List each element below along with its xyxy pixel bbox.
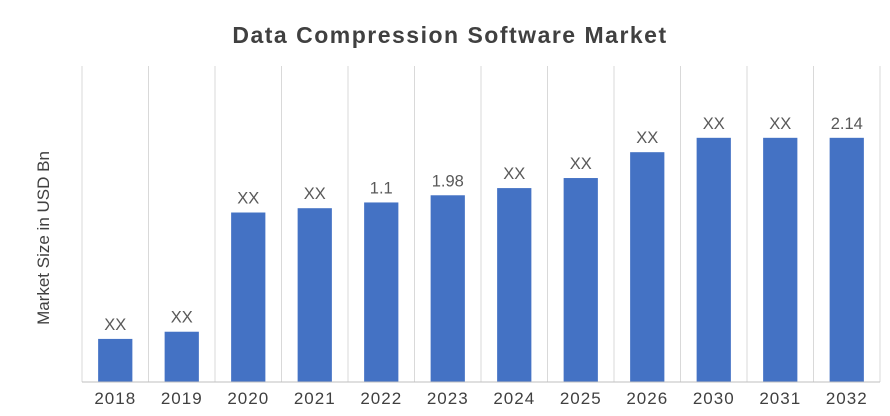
bar-2019 — [164, 331, 199, 382]
x-tick-2024: 2024 — [493, 389, 535, 408]
bar-2030 — [696, 137, 731, 382]
data-label-2023: 1.98 — [432, 172, 464, 190]
data-label-2030: XX — [703, 115, 725, 133]
x-tick-labels: 2018 2019 2020 2021 2022 2023 2024 2025 2026 2030… — [94, 389, 868, 408]
bars — [98, 137, 864, 382]
bar-2026 — [630, 152, 665, 382]
bar-2024 — [497, 188, 532, 382]
data-labels: XX XX XX XX 1.1 1.98 XX XX XX XX XX 2.14 — [104, 115, 863, 334]
x-tick-2022: 2022 — [360, 389, 402, 408]
data-label-2025: XX — [570, 155, 592, 173]
x-tick-2021: 2021 — [294, 389, 336, 408]
data-label-2031: XX — [769, 115, 791, 133]
data-label-2021: XX — [304, 185, 326, 203]
x-tick-2023: 2023 — [427, 389, 469, 408]
x-tick-2020: 2020 — [227, 389, 269, 408]
x-tick-2019: 2019 — [161, 389, 203, 408]
data-label-2018: XX — [104, 316, 126, 334]
bar-2023 — [430, 195, 465, 382]
x-tick-2025: 2025 — [560, 389, 602, 408]
data-label-2024: XX — [503, 165, 525, 183]
bar-2018 — [98, 338, 133, 382]
x-tick-2026: 2026 — [626, 389, 668, 408]
bar-2031 — [763, 137, 798, 382]
data-label-2026: XX — [636, 129, 658, 147]
x-tick-2018: 2018 — [94, 389, 136, 408]
bar-2022 — [364, 202, 399, 382]
data-label-2022: 1.1 — [370, 179, 393, 197]
y-axis-label: Market Size in USD Bn — [34, 151, 53, 325]
x-tick-2032: 2032 — [826, 389, 868, 408]
data-label-2019: XX — [171, 309, 193, 327]
x-tick-2031: 2031 — [759, 389, 801, 408]
chart-title: Data Compression Software Market — [232, 22, 667, 48]
bar-2025 — [563, 178, 598, 382]
bar-2032 — [829, 137, 864, 382]
data-label-2032: 2.14 — [831, 115, 863, 133]
grid-lines — [81, 66, 881, 382]
bar-2020 — [231, 212, 266, 382]
data-label-2020: XX — [237, 190, 259, 208]
x-tick-2030: 2030 — [693, 389, 735, 408]
bar-2021 — [297, 208, 332, 382]
